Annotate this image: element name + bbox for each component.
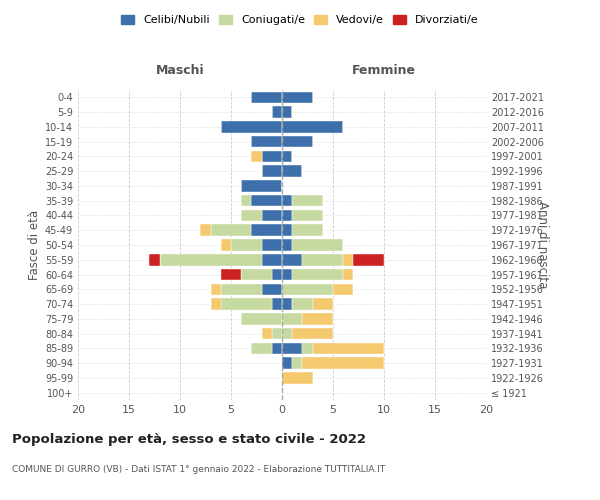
Bar — [292, 210, 323, 221]
Bar — [241, 180, 282, 192]
Bar — [292, 298, 313, 310]
Bar — [282, 328, 292, 340]
Bar — [353, 254, 384, 266]
Bar — [343, 254, 353, 266]
Bar — [282, 92, 313, 103]
Bar — [302, 254, 343, 266]
Text: Popolazione per età, sesso e stato civile - 2022: Popolazione per età, sesso e stato civil… — [12, 432, 366, 446]
Bar — [292, 358, 302, 369]
Bar — [262, 254, 282, 266]
Text: COMUNE DI GURRO (VB) - Dati ISTAT 1° gennaio 2022 - Elaborazione TUTTITALIA.IT: COMUNE DI GURRO (VB) - Dati ISTAT 1° gen… — [12, 466, 385, 474]
Bar — [251, 224, 282, 236]
Bar — [221, 239, 231, 251]
Bar — [241, 313, 282, 324]
Bar — [282, 372, 313, 384]
Bar — [251, 136, 282, 147]
Bar — [262, 284, 282, 295]
Bar — [282, 254, 302, 266]
Bar — [282, 136, 313, 147]
Bar — [282, 298, 292, 310]
Bar — [221, 284, 262, 295]
Text: Femmine: Femmine — [352, 64, 416, 78]
Bar — [292, 195, 323, 206]
Bar — [272, 342, 282, 354]
Bar — [241, 269, 272, 280]
Bar — [211, 298, 221, 310]
Bar — [292, 224, 323, 236]
Bar — [282, 342, 302, 354]
Y-axis label: Fasce di età: Fasce di età — [28, 210, 41, 280]
Bar — [282, 150, 292, 162]
Bar — [282, 210, 292, 221]
Bar — [302, 342, 313, 354]
Bar — [282, 106, 292, 118]
Bar — [262, 210, 282, 221]
Bar — [251, 150, 262, 162]
Bar — [241, 195, 251, 206]
Bar — [282, 358, 292, 369]
Legend: Celibi/Nubili, Coniugati/e, Vedovi/e, Divorziati/e: Celibi/Nubili, Coniugati/e, Vedovi/e, Di… — [117, 10, 483, 30]
Bar — [272, 328, 282, 340]
Bar — [262, 239, 282, 251]
Bar — [272, 106, 282, 118]
Bar — [160, 254, 262, 266]
Bar — [282, 239, 292, 251]
Bar — [251, 195, 282, 206]
Y-axis label: Anni di nascita: Anni di nascita — [536, 202, 550, 288]
Bar — [221, 269, 241, 280]
Bar — [251, 342, 272, 354]
Bar — [302, 358, 384, 369]
Bar — [211, 224, 251, 236]
Bar — [313, 298, 333, 310]
Bar — [231, 239, 262, 251]
Bar — [262, 166, 282, 177]
Bar — [282, 195, 292, 206]
Bar — [343, 269, 353, 280]
Bar — [221, 298, 272, 310]
Bar — [292, 239, 343, 251]
Bar — [282, 313, 302, 324]
Bar — [262, 328, 272, 340]
Bar — [282, 284, 333, 295]
Bar — [221, 121, 282, 132]
Bar — [292, 328, 333, 340]
Bar — [302, 313, 333, 324]
Bar — [282, 166, 302, 177]
Bar — [282, 269, 292, 280]
Bar — [272, 269, 282, 280]
Bar — [211, 284, 221, 295]
Bar — [262, 150, 282, 162]
Bar — [200, 224, 211, 236]
Bar — [251, 92, 282, 103]
Bar — [292, 269, 343, 280]
Bar — [241, 210, 262, 221]
Bar — [333, 284, 353, 295]
Bar — [313, 342, 384, 354]
Bar — [282, 121, 343, 132]
Text: Maschi: Maschi — [155, 64, 205, 78]
Bar — [282, 224, 292, 236]
Bar — [149, 254, 160, 266]
Bar — [272, 298, 282, 310]
